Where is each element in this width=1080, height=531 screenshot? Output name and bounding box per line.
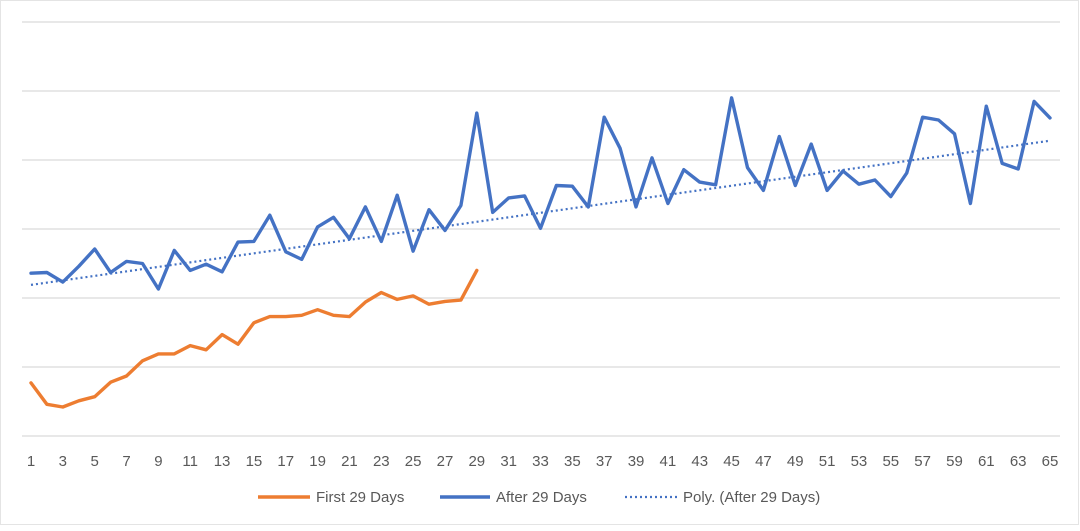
- x-tick-label: 45: [723, 453, 740, 470]
- x-tick-label: 57: [914, 453, 931, 470]
- x-tick-label: 9: [154, 453, 162, 470]
- x-tick-label: 65: [1042, 453, 1059, 470]
- x-tick-label: 61: [978, 453, 995, 470]
- x-tick-label: 3: [59, 453, 67, 470]
- x-tick-label: 39: [628, 453, 645, 470]
- x-tick-label: 55: [882, 453, 899, 470]
- x-tick-label: 15: [246, 453, 263, 470]
- x-tick-label: 17: [277, 453, 294, 470]
- x-tick-label: 27: [437, 453, 454, 470]
- x-tick-label: 25: [405, 453, 422, 470]
- x-tick-label: 53: [851, 453, 868, 470]
- series-lines: [29, 96, 1052, 409]
- legend-label-2: After 29 Days: [496, 489, 587, 506]
- x-tick-label: 23: [373, 453, 390, 470]
- x-tick-label: 47: [755, 453, 772, 470]
- x-tick-label: 41: [660, 453, 677, 470]
- x-tick-label: 19: [309, 453, 326, 470]
- x-tick-label: 59: [946, 453, 963, 470]
- legend-label-3: Poly. (After 29 Days): [683, 489, 820, 506]
- x-tick-label: 1: [27, 453, 35, 470]
- x-tick-label: 13: [214, 453, 231, 470]
- x-tick-label: 11: [182, 453, 198, 470]
- x-tick-label: 51: [819, 453, 836, 470]
- x-tick-label: 5: [91, 453, 99, 470]
- series-line-3: [30, 139, 1051, 286]
- x-tick-label: 37: [596, 453, 613, 470]
- x-tick-label: 29: [468, 453, 485, 470]
- series-line-1: [29, 268, 479, 409]
- series-line-2: [29, 96, 1052, 291]
- x-tick-label: 43: [691, 453, 708, 470]
- x-tick-label: 35: [564, 453, 581, 470]
- legend-label-1: First 29 Days: [316, 489, 404, 506]
- legend: First 29 Days After 29 Days Poly. (After 2…: [258, 489, 820, 506]
- x-axis-tick-labels: 1 3 5 7 9 11 13 15 17 19 21 23 25 27 29 31 33 35 37 39 41 43 4…: [27, 453, 1059, 470]
- x-tick-label: 21: [341, 453, 358, 470]
- x-tick-label: 31: [500, 453, 517, 470]
- x-tick-label: 33: [532, 453, 549, 470]
- x-tick-label: 63: [1010, 453, 1027, 470]
- x-tick-label: 49: [787, 453, 804, 470]
- gridlines: [22, 21, 1060, 437]
- x-tick-label: 7: [122, 453, 130, 470]
